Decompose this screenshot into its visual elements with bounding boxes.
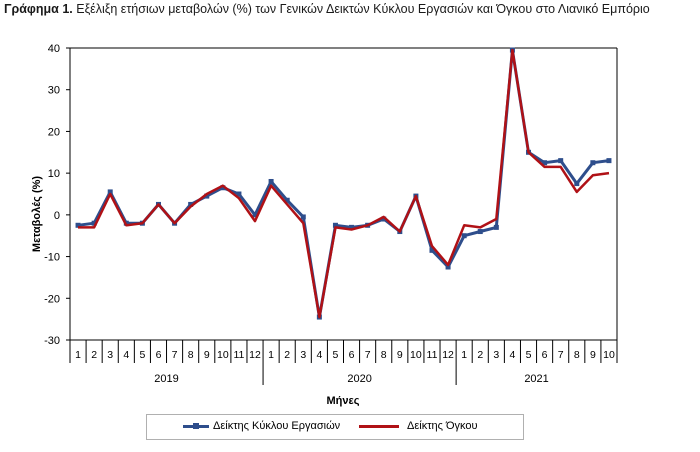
legend-swatch-volume	[359, 424, 399, 428]
legend-label-volume: Δείκτης Όγκου	[407, 420, 478, 432]
y-tick-label: -30	[44, 335, 60, 347]
x-tick-label: 10	[410, 349, 422, 361]
x-tick-label: 6	[156, 349, 162, 361]
legend-marker-turnover	[193, 422, 199, 429]
y-tick-label: 0	[54, 210, 60, 222]
legend-swatch-turnover	[183, 422, 209, 429]
legend-item-turnover: Δείκτης Κύκλου Εργασιών	[183, 420, 340, 432]
data-point-turnover	[590, 160, 596, 166]
chart-title-prefix: Γράφημα 1.	[4, 2, 73, 16]
chart-title-text: Εξέλιξη ετήσιων μεταβολών (%) των Γενικώ…	[76, 2, 650, 16]
x-tick-label: 11	[233, 349, 244, 361]
legend-item-volume: Δείκτης Όγκου	[359, 420, 478, 432]
data-point-turnover	[75, 222, 81, 228]
x-tick-label: 1	[75, 349, 81, 361]
x-tick-label: 12	[442, 349, 454, 361]
data-point-turnover	[300, 214, 306, 220]
data-point-turnover	[558, 158, 564, 164]
y-axis-title: Μεταβολές (%)	[31, 176, 43, 252]
year-label: 2019	[154, 373, 178, 385]
x-tick-label: 4	[316, 349, 322, 361]
data-point-turnover	[91, 220, 97, 226]
data-point-turnover	[349, 224, 355, 230]
data-point-turnover	[445, 264, 451, 270]
series-layer	[75, 47, 612, 320]
year-label: 2021	[524, 373, 548, 385]
x-tick-label: 6	[542, 349, 548, 361]
y-tick-label: -10	[44, 252, 60, 264]
data-point-turnover	[204, 193, 210, 199]
x-tick-label: 7	[558, 349, 564, 361]
legend: Δείκτης Κύκλου Εργασιών Δείκτης Όγκου	[146, 414, 524, 440]
y-tick-label: -20	[44, 293, 60, 305]
x-tick-label: 8	[381, 349, 387, 361]
data-point-turnover	[188, 201, 194, 207]
x-tick-label: 7	[172, 349, 178, 361]
x-tick-label: 10	[603, 349, 615, 361]
data-point-turnover	[461, 233, 467, 239]
data-point-turnover	[252, 212, 258, 218]
data-point-turnover	[332, 222, 338, 228]
x-tick-label: 9	[397, 349, 403, 361]
data-point-turnover	[284, 197, 290, 203]
y-tick-label: 20	[48, 126, 60, 138]
x-tick-label: 5	[333, 349, 339, 361]
x-tick-label: 2	[477, 349, 483, 361]
x-tick-label: 3	[300, 349, 306, 361]
data-point-turnover	[107, 189, 113, 195]
x-tick-label: 1	[268, 349, 274, 361]
x-axis-title: Μήνες	[327, 395, 360, 407]
data-point-turnover	[477, 229, 483, 235]
x-tick-label: 3	[107, 349, 113, 361]
x-tick-label: 5	[526, 349, 532, 361]
x-tick-label: 4	[510, 349, 516, 361]
y-tick-label: 40	[48, 43, 60, 55]
data-point-turnover	[542, 160, 548, 166]
x-tick-label: 3	[493, 349, 499, 361]
data-point-turnover	[268, 178, 274, 184]
chart-title: Γράφημα 1. Εξέλιξη ετήσιων μεταβολών (%)…	[4, 2, 650, 16]
x-tick-label: 12	[249, 349, 261, 361]
series-line-volume	[78, 48, 610, 319]
data-point-turnover	[429, 247, 435, 253]
data-point-turnover	[606, 158, 612, 164]
x-tick-label: 11	[427, 349, 438, 361]
data-point-turnover	[220, 185, 226, 191]
x-tick-label: 9	[204, 349, 210, 361]
y-tick-label: 10	[48, 168, 60, 180]
data-point-turnover	[493, 224, 499, 230]
x-tick-label: 5	[139, 349, 145, 361]
x-tick-label: 2	[284, 349, 290, 361]
data-point-turnover	[574, 181, 580, 187]
series-line-turnover	[77, 48, 610, 319]
y-tick-label: 30	[48, 85, 60, 97]
year-label: 2020	[347, 373, 371, 385]
x-tick-label: 2	[91, 349, 97, 361]
x-tick-label: 8	[574, 349, 580, 361]
data-point-turnover	[381, 216, 387, 222]
x-tick-label: 8	[188, 349, 194, 361]
data-point-turnover	[236, 191, 242, 197]
legend-label-turnover: Δείκτης Κύκλου Εργασιών	[213, 420, 341, 432]
x-tick-label: 9	[590, 349, 596, 361]
x-tick-label: 10	[217, 349, 229, 361]
x-tick-label: 4	[123, 349, 129, 361]
x-tick-label: 6	[349, 349, 355, 361]
x-tick-label: 1	[461, 349, 467, 361]
x-tick-label: 7	[365, 349, 371, 361]
